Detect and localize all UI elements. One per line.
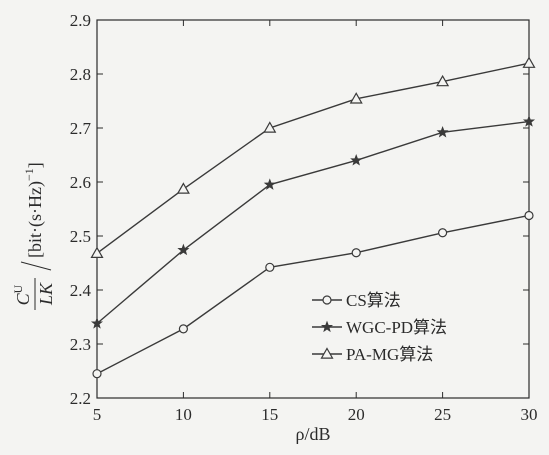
x-tick-label: 25 (434, 405, 451, 424)
y-tick-label: 2.4 (70, 281, 92, 300)
data-point (522, 115, 536, 127)
data-point (177, 243, 190, 256)
legend-label: PA-MG算法 (346, 345, 433, 364)
x-label-text: ρ/dB (296, 424, 331, 444)
y-axis-label: CU LK [bit·(s·Hz)−1] (11, 162, 56, 310)
plot-area (96, 19, 530, 399)
x-tick-label: 5 (93, 405, 102, 424)
legend-marker (322, 295, 332, 305)
legend-label: CS算法 (346, 291, 401, 310)
x-axis-label: ρ/dB (296, 424, 331, 444)
y-tick-label: 2.8 (70, 65, 91, 84)
data-point (436, 125, 449, 138)
legend-entry: CS算法 (312, 291, 401, 310)
data-point (351, 248, 361, 258)
y-label-unit-text: [bit·(s·Hz) (25, 181, 46, 258)
legend-entry: WGC-PD算法 (312, 318, 447, 337)
data-point (350, 154, 363, 166)
legend-marker (320, 320, 334, 333)
y-tick-label: 2.2 (70, 389, 91, 408)
series-circle (92, 210, 534, 379)
y-label-slash (20, 261, 52, 271)
y-label-fraction: CU (11, 284, 33, 305)
data-point (436, 74, 450, 87)
data-point (524, 210, 534, 221)
x-tick-label: 30 (521, 405, 538, 424)
legend-label: WGC-PD算法 (346, 318, 447, 337)
legend-entry: PA-MG算法 (312, 345, 433, 364)
y-label-numerator: C (13, 292, 33, 305)
data-point (178, 324, 188, 334)
series-line (96, 214, 530, 375)
y-label-denominator: LK (36, 282, 56, 306)
legend: CS算法 WGC-PD算法 PA-MG算法 (312, 291, 447, 364)
series-line (96, 120, 530, 325)
y-tick-label: 2.3 (70, 335, 91, 354)
series-star (90, 115, 536, 329)
x-tick-label: 20 (348, 405, 365, 424)
data-point (90, 246, 104, 259)
data-point (349, 92, 363, 104)
y-tick-label: 2.7 (70, 119, 92, 138)
data-point (263, 121, 277, 133)
data-point (263, 178, 276, 190)
data-point (176, 182, 190, 194)
x-tick-label: 10 (175, 405, 192, 424)
y-label-unit-close: ] (25, 162, 45, 168)
data-point (438, 228, 448, 238)
x-tick-label: 15 (261, 405, 278, 424)
data-point (265, 262, 275, 272)
y-tick-label: 2.9 (70, 11, 91, 30)
axis-ticks: 5 10 15 20 25 30 2.2 2.3 2.4 2.5 2.6 2.7 2.8 2.9 (70, 11, 538, 424)
y-label-unit-exponent: −1 (22, 168, 36, 181)
y-label-superscript: U (11, 284, 25, 293)
y-tick-label: 2.5 (70, 227, 91, 246)
legend-marker (320, 347, 334, 359)
series-triangle (90, 56, 536, 259)
series-line (96, 62, 530, 254)
series-layer (90, 56, 536, 379)
data-point (522, 56, 536, 68)
data-point (90, 317, 104, 329)
data-point (92, 369, 102, 379)
y-label-unit: [bit·(s·Hz)−1] (22, 162, 46, 258)
y-tick-label: 2.6 (70, 173, 91, 192)
